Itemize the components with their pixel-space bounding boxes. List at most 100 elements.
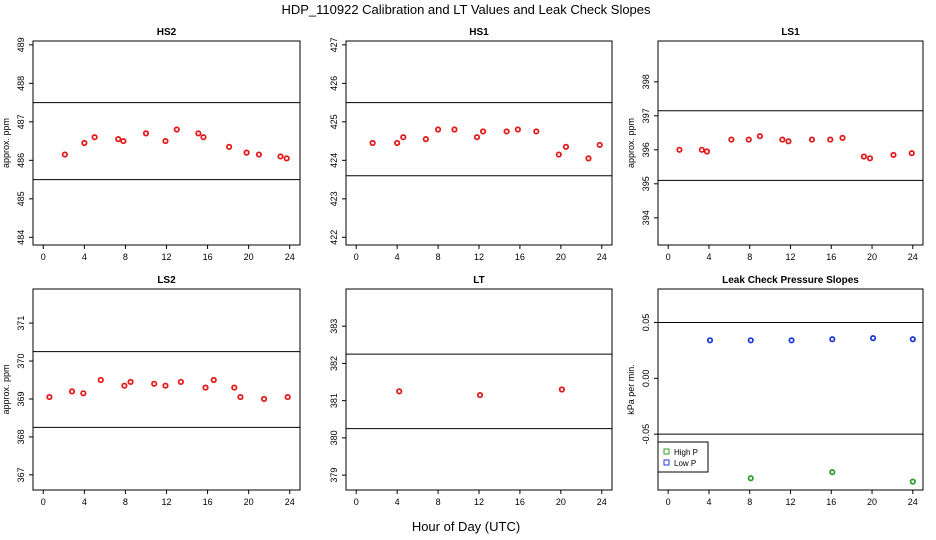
panel-title: HS1 — [469, 27, 489, 38]
data-point-square — [477, 392, 483, 398]
x-tick-label: 8 — [436, 252, 441, 262]
data-point — [788, 337, 795, 344]
x-tick-label: 0 — [41, 497, 46, 507]
data-point — [226, 143, 233, 150]
data-point — [476, 391, 484, 399]
x-tick-label: 8 — [747, 252, 752, 262]
panel-title: LT — [473, 275, 484, 286]
data-point-square — [870, 335, 876, 341]
x-tick-label: 12 — [161, 252, 171, 262]
data-point — [237, 393, 244, 401]
y-axis-label: approx. ppm — [1, 118, 11, 168]
data-point — [829, 336, 836, 343]
y-tick-label: 486 — [16, 153, 26, 168]
data-point — [394, 139, 401, 147]
data-point-square — [910, 337, 916, 342]
x-tick-label: 4 — [82, 252, 87, 262]
data-point — [747, 475, 754, 482]
data-point-square — [435, 127, 441, 132]
data-point — [142, 130, 150, 137]
data-point — [866, 155, 874, 162]
x-tick-label: 24 — [285, 252, 295, 262]
data-point-square — [828, 137, 833, 142]
data-point-square — [597, 142, 602, 148]
panel-title: Leak Check Pressure Slopes — [722, 275, 859, 286]
data-point-square — [861, 154, 867, 159]
data-point — [827, 136, 834, 143]
y-axis-label: approx. ppm — [626, 118, 636, 168]
x-tick-label: 12 — [785, 497, 795, 507]
data-point-square — [69, 389, 75, 394]
data-point-square — [397, 389, 402, 394]
x-tick-label: 8 — [123, 497, 128, 507]
data-point-square — [163, 138, 168, 144]
y-axis-label: kPa per min. — [626, 364, 636, 415]
data-point-square — [748, 338, 753, 343]
y-tick-label: 368 — [16, 429, 26, 444]
data-point — [785, 138, 792, 145]
y-tick-label: 398 — [641, 74, 651, 89]
x-tick-label: 16 — [515, 252, 525, 262]
data-point-square — [238, 394, 243, 400]
data-point — [779, 136, 786, 143]
data-point-square — [534, 129, 539, 134]
data-point-square — [452, 127, 457, 132]
data-point — [162, 137, 169, 145]
data-point — [200, 134, 207, 141]
panel-4: LS2 approx. ppm 0 4 8 12 16 20 24 367 368 369 370 371 — [1, 275, 301, 507]
x-tick-label: 16 — [515, 497, 525, 507]
legend-marker — [663, 448, 670, 455]
data-point — [255, 151, 263, 158]
data-point-square — [474, 135, 480, 140]
x-tick-label: 24 — [285, 497, 295, 507]
x-tick-label: 4 — [82, 497, 87, 507]
data-point — [479, 128, 487, 135]
data-point — [177, 378, 184, 386]
y-tick-label: 370 — [16, 354, 26, 369]
data-point — [61, 151, 68, 158]
data-point — [533, 128, 540, 135]
data-point — [676, 146, 683, 153]
plot-frame — [345, 40, 613, 246]
legend-label: High P — [674, 448, 698, 457]
data-point — [284, 393, 291, 401]
data-point-square — [122, 383, 127, 388]
data-point-square — [121, 138, 126, 144]
data-point-square — [480, 129, 486, 134]
figure-xlabel: Hour of Day (UTC) — [412, 519, 520, 534]
x-tick-label: 12 — [161, 497, 171, 507]
data-point-square — [284, 156, 289, 161]
x-tick-label: 0 — [666, 252, 671, 262]
y-tick-label: 487 — [16, 114, 26, 129]
data-point — [514, 126, 521, 133]
data-point-square — [504, 129, 509, 134]
panel-5: LT 0 4 8 12 16 20 24 379 380 381 382 383 — [329, 275, 613, 507]
y-tick-label: 380 — [329, 430, 339, 445]
data-point-square — [92, 135, 97, 140]
panel-1: HS2 approx. ppm 0 4 8 12 16 20 24 484 485 486 487 488… — [1, 27, 301, 262]
x-tick-label: 24 — [908, 252, 918, 262]
data-point — [756, 133, 764, 140]
data-point-square — [178, 379, 184, 385]
legend-marker — [663, 459, 670, 466]
x-tick-label: 8 — [123, 252, 128, 262]
data-point-square — [62, 152, 68, 157]
data-point — [728, 136, 735, 143]
x-tick-label: 20 — [556, 252, 566, 262]
data-point — [46, 393, 53, 401]
data-point — [260, 395, 268, 403]
data-point — [745, 136, 752, 143]
x-tick-label: 4 — [395, 252, 400, 262]
x-tick-label: 8 — [436, 497, 441, 507]
data-point — [451, 126, 458, 133]
x-tick-label: 0 — [354, 497, 359, 507]
data-point-square — [704, 149, 710, 154]
figure-title: HDP_110922 Calibration and LT Values and… — [281, 2, 651, 17]
data-point — [909, 478, 916, 485]
data-point-square — [261, 396, 267, 402]
data-point — [890, 151, 897, 159]
x-tick-label: 16 — [826, 497, 836, 507]
data-point — [422, 136, 429, 143]
data-point-square — [809, 137, 815, 142]
